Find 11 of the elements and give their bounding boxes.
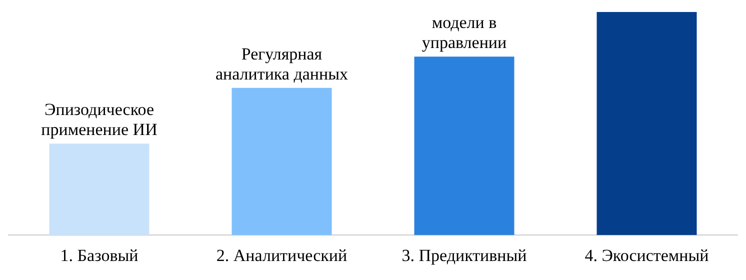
- annotation: Эпизодическое применение ИИ: [41, 100, 158, 140]
- bar: [232, 88, 332, 235]
- bar: [596, 12, 697, 235]
- x-tick-label: 1. Базовый: [60, 246, 138, 265]
- annotation: Регулярная аналитика данных: [215, 44, 349, 84]
- annotation: модели в управлении: [422, 13, 507, 52]
- bar: [414, 56, 514, 235]
- x-tick-label: 3. Предиктивный: [402, 246, 527, 265]
- bar: [49, 144, 150, 235]
- x-tick-label: 2. Аналитический: [216, 246, 348, 265]
- x-tick-label: 4. Экосистемный: [584, 246, 709, 265]
